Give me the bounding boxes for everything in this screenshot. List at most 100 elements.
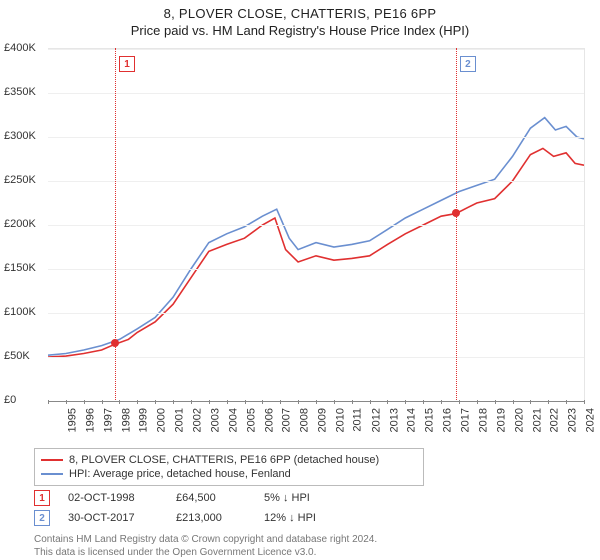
x-tick-label: 2010 [334,408,346,432]
y-tick-label: £150K [4,262,36,274]
legend-label: HPI: Average price, detached house, Fenl… [69,468,291,480]
gridline [48,357,584,358]
y-tick-label: £250K [4,174,36,186]
x-tick [584,400,585,404]
gridline [48,269,584,270]
y-tick-label: £50K [4,350,30,362]
legend-item: 8, PLOVER CLOSE, CHATTERIS, PE16 6PP (de… [41,453,417,467]
x-tick [495,400,496,404]
gridline [48,137,584,138]
gridline [48,181,584,182]
footer-line1: Contains HM Land Registry data © Crown c… [34,534,377,547]
x-tick-label: 2013 [388,408,400,432]
x-tick [459,400,460,404]
x-tick-label: 2000 [156,408,168,432]
x-tick [405,400,406,404]
sale-vs-hpi: 12% ↓ HPI [264,512,364,524]
y-tick-label: £0 [4,394,16,406]
x-tick-label: 2016 [442,408,454,432]
x-tick [298,400,299,404]
x-tick [227,400,228,404]
chart-plot-area [48,48,585,402]
x-tick-label: 2012 [370,408,382,432]
x-tick-label: 1997 [102,408,114,432]
x-tick-label: 2008 [299,408,311,432]
gridline [48,93,584,94]
y-tick-label: £200K [4,218,36,230]
sale-row: 1 02-OCT-1998 £64,500 5% ↓ HPI [34,490,364,506]
gridline [48,49,584,50]
chart-subtitle: Price paid vs. HM Land Registry's House … [0,23,600,38]
x-tick [441,400,442,404]
sale-price: £64,500 [176,492,246,504]
chart-title: 8, PLOVER CLOSE, CHATTERIS, PE16 6PP [0,0,600,21]
sales-table: 102-OCT-1998£64,5005% ↓ HPI230-OCT-2017£… [34,490,364,530]
x-tick [387,400,388,404]
sale-marker-dot [452,209,460,217]
x-tick [352,400,353,404]
x-tick-label: 2014 [406,408,418,432]
x-tick [530,400,531,404]
sale-row: 230-OCT-2017£213,00012% ↓ HPI [34,510,364,526]
x-tick-label: 2009 [317,408,329,432]
legend-label: 8, PLOVER CLOSE, CHATTERIS, PE16 6PP (de… [69,454,379,466]
series-price_paid [48,148,584,357]
x-tick [137,400,138,404]
x-tick [245,400,246,404]
x-tick [84,400,85,404]
x-tick [548,400,549,404]
sale-date: 30-OCT-2017 [68,512,158,524]
x-tick-label: 2024 [585,408,597,432]
legend-swatch [41,473,63,475]
series-hpi [48,118,584,356]
x-tick-label: 2003 [209,408,221,432]
y-tick-label: £400K [4,42,36,54]
sale-marker-box: 2 [460,56,476,72]
sale-marker-dot [111,339,119,347]
x-tick [102,400,103,404]
x-tick-label: 2022 [549,408,561,432]
sale-row-marker: 1 [34,490,50,506]
gridline [48,313,584,314]
x-tick-label: 2001 [174,408,186,432]
x-tick-label: 1999 [138,408,150,432]
x-tick-label: 2002 [192,408,204,432]
x-tick [209,400,210,404]
sale-date: 02-OCT-1998 [68,492,158,504]
x-tick [191,400,192,404]
x-tick [477,400,478,404]
gridline [48,225,584,226]
x-tick [370,400,371,404]
x-tick [119,400,120,404]
sale-marker-box: 1 [119,56,135,72]
sale-price: £213,000 [176,512,246,524]
sale-vs-hpi: 5% ↓ HPI [264,492,364,504]
legend-item: HPI: Average price, detached house, Fenl… [41,467,417,481]
legend: 8, PLOVER CLOSE, CHATTERIS, PE16 6PP (de… [34,448,424,486]
x-tick-label: 1996 [84,408,96,432]
x-tick-label: 2006 [263,408,275,432]
x-tick-label: 2019 [495,408,507,432]
x-tick-label: 2011 [352,408,364,432]
x-tick-label: 2005 [245,408,257,432]
footer-attribution: Contains HM Land Registry data © Crown c… [34,534,377,559]
x-tick-label: 2007 [281,408,293,432]
x-tick [66,400,67,404]
x-tick-label: 1995 [66,408,78,432]
legend-swatch [41,459,63,461]
x-tick-label: 2018 [477,408,489,432]
x-tick [566,400,567,404]
x-tick [155,400,156,404]
footer-line2: This data is licensed under the Open Gov… [34,547,377,560]
y-tick-label: £100K [4,306,36,318]
sale-marker-line [456,48,457,400]
y-tick-label: £300K [4,130,36,142]
x-tick [423,400,424,404]
y-tick-label: £350K [4,86,36,98]
x-tick-label: 2023 [567,408,579,432]
x-tick [334,400,335,404]
x-tick [316,400,317,404]
x-tick [48,400,49,404]
x-tick [173,400,174,404]
x-tick-label: 2017 [460,408,472,432]
